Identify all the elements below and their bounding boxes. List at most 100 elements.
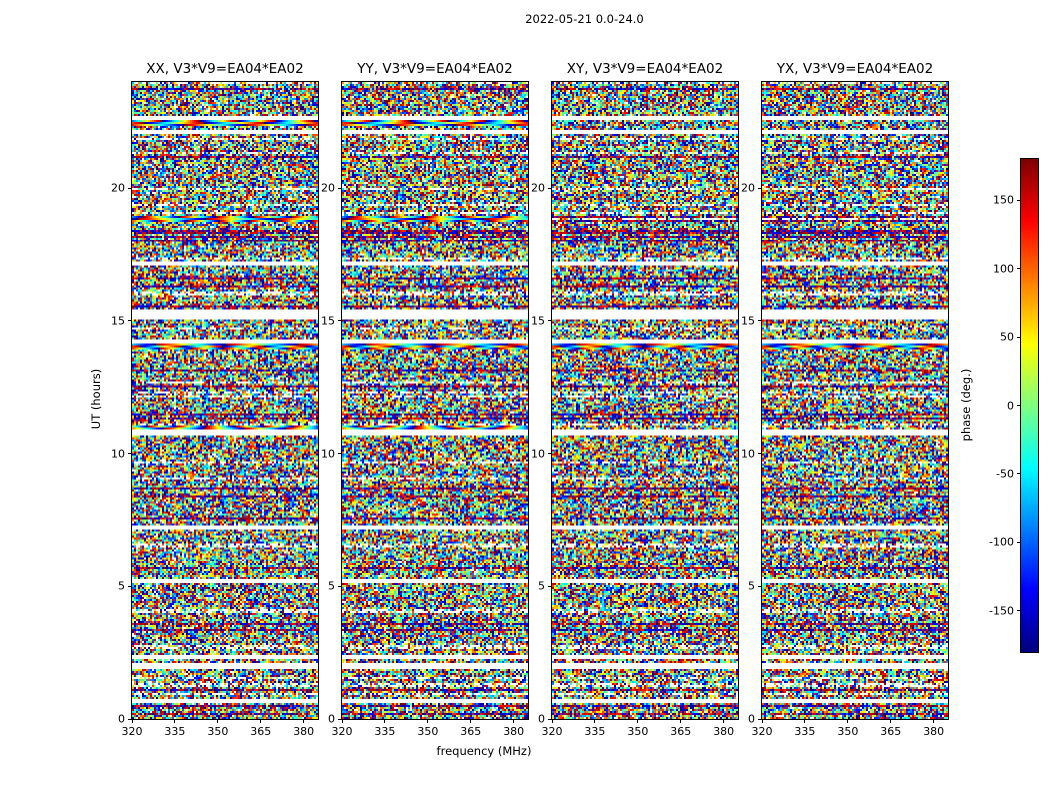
colorbar-tick-mark xyxy=(1017,268,1021,270)
x-tick-label: 335 xyxy=(794,725,816,738)
x-tick-label: 365 xyxy=(670,725,692,738)
x-tick-label: 365 xyxy=(250,725,272,738)
colorbar: 150 100 50 0 -50 -100 -150 xyxy=(989,158,1039,653)
x-tick-label: 350 xyxy=(207,725,229,738)
subplot-xx-title: XX, V3*V9=EA04*EA02 xyxy=(146,61,304,77)
y-tick-mark xyxy=(548,585,552,587)
y-tick-mark xyxy=(338,187,342,189)
subplot-xx-heatmap xyxy=(132,82,318,719)
colorbar-tick-mark xyxy=(1017,473,1021,475)
y-tick-mark xyxy=(758,320,762,322)
y-tick-mark xyxy=(128,320,132,322)
x-tick-mark xyxy=(470,719,472,723)
x-tick-mark xyxy=(933,719,935,723)
y-tick-label: 15 xyxy=(741,314,755,328)
y-tick-label: 15 xyxy=(321,314,335,328)
y-tick-mark xyxy=(128,453,132,455)
subplot-yy: YY, V3*V9=EA04*EA02 320 335 350 365 380 0 5 10 1… xyxy=(321,61,529,738)
x-tick-label: 380 xyxy=(923,725,945,738)
subplot-xy-heatmap xyxy=(552,82,738,719)
x-tick-mark xyxy=(804,719,806,723)
y-tick-mark xyxy=(128,187,132,189)
x-tick-mark xyxy=(131,719,133,723)
y-tick-mark xyxy=(338,718,342,720)
colorbar-tick-mark xyxy=(1017,405,1021,406)
y-tick-label: 5 xyxy=(328,579,335,593)
x-tick-label: 350 xyxy=(627,725,649,738)
colorbar-tick-mark xyxy=(1017,336,1021,338)
x-tick-mark xyxy=(594,719,596,723)
colorbar-tick-label: -100 xyxy=(989,535,1014,549)
y-tick-mark xyxy=(758,718,762,720)
subplot-xy: XY, V3*V9=EA04*EA02 320 335 350 365 380 0 5 10 1… xyxy=(531,61,739,738)
x-tick-mark xyxy=(847,719,849,723)
x-tick-mark xyxy=(513,719,515,723)
y-tick-label: 0 xyxy=(538,712,545,726)
x-tick-mark xyxy=(723,719,725,723)
x-tick-mark xyxy=(637,719,639,723)
subplot-yx: YX, V3*V9=EA04*EA02 320 335 350 365 380 0 5 10 1… xyxy=(741,61,949,738)
y-tick-mark xyxy=(548,320,552,322)
x-tick-label: 380 xyxy=(503,725,525,738)
y-tick-label: 20 xyxy=(531,181,545,195)
y-tick-mark xyxy=(548,453,552,455)
colorbar-tick-label: -50 xyxy=(996,467,1014,481)
y-tick-mark xyxy=(338,585,342,587)
x-tick-mark xyxy=(761,719,763,723)
x-tick-label: 320 xyxy=(331,725,353,738)
y-tick-label: 5 xyxy=(748,579,755,593)
colorbar-tick-mark xyxy=(1017,541,1021,543)
y-tick-label: 10 xyxy=(321,447,335,461)
colorbar-label: phase (deg.) xyxy=(959,368,973,442)
subplot-yy-title: YY, V3*V9=EA04*EA02 xyxy=(357,61,513,77)
y-tick-mark xyxy=(338,320,342,322)
x-tick-label: 365 xyxy=(880,725,902,738)
x-tick-label: 335 xyxy=(374,725,396,738)
x-tick-label: 380 xyxy=(293,725,315,738)
subplot-yy-heatmap xyxy=(342,82,528,719)
x-tick-label: 320 xyxy=(541,725,563,738)
y-tick-mark xyxy=(128,585,132,587)
subplot-xy-title: XY, V3*V9=EA04*EA02 xyxy=(566,61,724,77)
subplot-xx: XX, V3*V9=EA04*EA02 320 335 350 365 380 0 5 10 1… xyxy=(111,61,319,738)
x-tick-label: 335 xyxy=(584,725,606,738)
colorbar-tick-label: 150 xyxy=(993,193,1014,207)
y-tick-mark xyxy=(128,718,132,720)
y-tick-label: 0 xyxy=(328,712,335,726)
x-tick-mark xyxy=(551,719,553,723)
y-tick-label: 10 xyxy=(111,447,125,461)
x-tick-mark xyxy=(341,719,343,723)
y-tick-label: 0 xyxy=(748,712,755,726)
colorbar-tick-mark xyxy=(1017,610,1021,612)
figure-title: 2022-05-21 0.0-24.0 xyxy=(525,12,644,26)
x-tick-label: 335 xyxy=(164,725,186,738)
colorbar-tick-label: 0 xyxy=(1007,399,1014,412)
y-tick-label: 10 xyxy=(741,447,755,461)
x-tick-label: 350 xyxy=(837,725,859,738)
x-tick-label: 380 xyxy=(713,725,735,738)
y-tick-label: 20 xyxy=(321,181,335,195)
y-tick-label: 15 xyxy=(531,314,545,328)
y-tick-label: 0 xyxy=(118,712,125,726)
y-tick-label: 5 xyxy=(118,579,125,593)
x-tick-mark xyxy=(890,719,892,723)
y-tick-mark xyxy=(758,585,762,587)
y-tick-label: 10 xyxy=(531,447,545,461)
y-tick-mark xyxy=(548,187,552,189)
x-axis-label: frequency (MHz) xyxy=(436,744,532,758)
y-tick-label: 20 xyxy=(111,181,125,195)
subplot-yx-title: YX, V3*V9=EA04*EA02 xyxy=(776,61,934,77)
colorbar-tick-label: 50 xyxy=(1000,330,1014,344)
y-axis-label: UT (hours) xyxy=(89,368,103,430)
x-tick-mark xyxy=(260,719,262,723)
x-tick-label: 320 xyxy=(751,725,773,738)
colorbar-tick-mark xyxy=(1017,199,1021,201)
colorbar-tick-label: -150 xyxy=(989,604,1014,618)
x-tick-label: 350 xyxy=(417,725,439,738)
colorbar-tick-label: 100 xyxy=(993,262,1014,276)
subplot-yx-heatmap xyxy=(762,82,948,719)
y-tick-mark xyxy=(548,718,552,720)
x-tick-mark xyxy=(427,719,429,723)
y-tick-label: 20 xyxy=(741,181,755,195)
